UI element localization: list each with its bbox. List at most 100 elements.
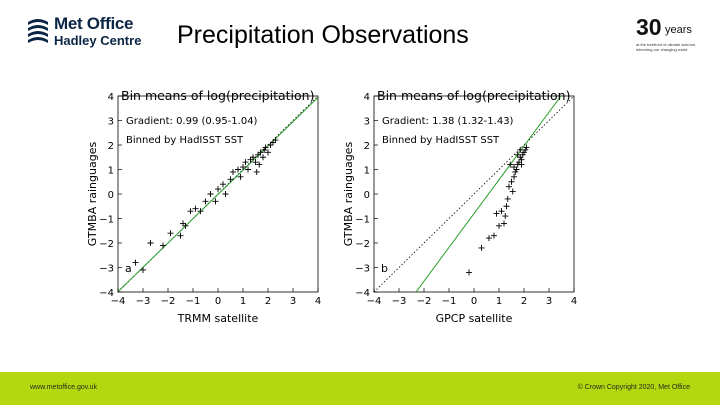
y-tick-label: −3 (355, 264, 370, 275)
x-tick-label: −3 (136, 296, 151, 307)
x-tick-label: −1 (186, 296, 201, 307)
x-axis-label: GPCP satellite (436, 312, 513, 325)
x-tick-label: 0 (471, 296, 477, 307)
data-point (516, 159, 522, 166)
data-point (197, 208, 204, 215)
data-point (187, 208, 194, 215)
anniversary-tagline: at the forefront of climate science, inf… (636, 42, 697, 52)
data-point (256, 161, 263, 168)
data-point (486, 235, 492, 242)
data-point (132, 259, 139, 266)
charts-figure: −4 −3 −2 −1 0 1 2 3 4 4 3 2 1 0 −1 −2 −3 −4 Bin means of l… (86, 88, 577, 325)
data-point (230, 168, 236, 175)
x-axis-label: TRMM satellite (177, 312, 259, 325)
x-tick-label: −4 (367, 296, 382, 307)
data-point (192, 205, 199, 212)
x-tick-label: 2 (265, 296, 271, 307)
x-tick-label: −3 (392, 296, 407, 307)
y-tick-label: 0 (108, 190, 114, 201)
data-point (253, 168, 260, 175)
y-tick-label: 1 (364, 166, 370, 177)
x-tick-label: 4 (315, 296, 321, 307)
panel-a: −4 −3 −2 −1 0 1 2 3 4 4 3 2 1 0 −1 −2 −3 −4 Bin means of l… (86, 88, 321, 325)
data-point (215, 186, 221, 193)
data-point (222, 191, 229, 197)
data-point (491, 232, 497, 239)
data-point (523, 144, 530, 151)
gradient-annotation: Gradient: 1.38 (1.32-1.43) (382, 116, 514, 127)
met-office-logo: Met Office Hadley Centre (26, 14, 146, 50)
data-point (177, 232, 184, 239)
data-point (207, 191, 214, 197)
y-tick-label: 0 (364, 190, 370, 201)
data-point (504, 195, 511, 202)
binning-annotation: Binned by HadISST SST (382, 135, 500, 146)
data-point (466, 269, 472, 276)
panel-label: a (125, 262, 132, 275)
y-tick-label: 3 (364, 117, 370, 128)
data-point (260, 154, 266, 161)
data-point (261, 146, 268, 153)
data-point (140, 266, 146, 273)
x-tick-label: −1 (442, 296, 457, 307)
data-point (255, 151, 261, 158)
data-point (272, 137, 279, 144)
data-point (509, 188, 516, 195)
data-point (212, 198, 219, 205)
x-tick-label: −4 (111, 296, 126, 307)
data-point (478, 244, 485, 251)
y-tick-label: 1 (108, 166, 114, 177)
x-tick-label: 3 (290, 296, 296, 307)
anniversary-word: years (665, 24, 692, 36)
y-tick-label: 4 (364, 92, 370, 103)
y-axis-label: GTMBA rainguages (342, 142, 355, 247)
data-point (252, 159, 259, 166)
fit-line (415, 96, 562, 292)
data-point (521, 149, 527, 156)
footer-website: www.metoffice.gov.uk (30, 384, 98, 391)
data-point (242, 159, 249, 166)
data-point (182, 222, 189, 229)
panel-b: −4 −3 −2 −1 0 1 2 3 4 4 3 2 1 0 −1 −2 −3 −4 Bin means of l… (342, 88, 577, 325)
data-point (227, 176, 234, 183)
data-point (220, 181, 226, 188)
data-point (518, 161, 525, 168)
x-tick-label: 4 (571, 296, 577, 307)
data-point (511, 173, 517, 180)
data-point (270, 139, 276, 146)
footer-copyright: © Crown Copyright 2020, Met Office (577, 384, 690, 391)
binning-annotation: Binned by HadISST SST (126, 135, 244, 146)
x-tick-label: 0 (215, 296, 221, 307)
gradient-annotation: Gradient: 0.99 (0.95-1.04) (126, 116, 258, 127)
data-point (235, 166, 241, 173)
y-tick-label: −2 (99, 239, 114, 250)
panel-label: b (381, 262, 388, 275)
logo-line-1: Met Office (54, 14, 134, 33)
anniversary-number: 30 (636, 14, 662, 40)
data-point (202, 198, 209, 205)
anniversary-badge: 30 years at the forefront of climate sci… (636, 14, 710, 58)
data-point (237, 173, 244, 180)
data-point (265, 149, 271, 156)
fit-line (118, 97, 318, 292)
x-tick-label: 1 (240, 296, 246, 307)
x-tick-label: 3 (546, 296, 552, 307)
x-tick-label: −2 (161, 296, 176, 307)
data-point (160, 242, 166, 249)
data-point (496, 222, 502, 229)
data-point (503, 203, 510, 210)
data-point (493, 210, 500, 217)
data-point (147, 240, 154, 246)
data-point (498, 208, 505, 215)
data-point (514, 151, 521, 158)
y-tick-label: −3 (99, 264, 114, 275)
data-point (250, 154, 256, 161)
one-to-one-line (374, 96, 574, 292)
data-point (240, 164, 246, 171)
y-tick-label: −4 (355, 288, 370, 299)
y-tick-label: −2 (355, 239, 370, 250)
data-point (262, 144, 269, 151)
y-tick-label: 4 (108, 92, 114, 103)
chart-title: Bin means of log(precipitation) (377, 88, 570, 103)
met-office-logo-icon (28, 19, 48, 43)
